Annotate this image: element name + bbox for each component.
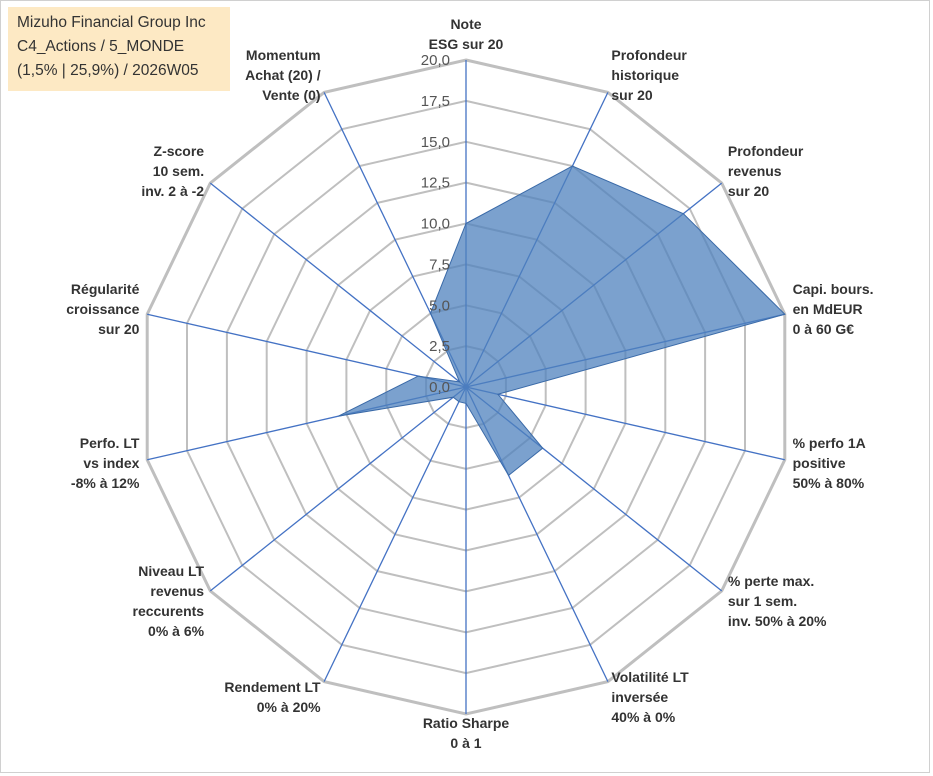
axis-label: vs index: [83, 455, 139, 471]
axis-label: -8% à 12%: [71, 475, 140, 491]
axis-spoke: [465, 386, 785, 461]
axis-label: % perte max.: [728, 573, 814, 589]
axis-label: Régularité: [71, 281, 140, 297]
tick-label: 2,5: [429, 338, 450, 355]
tick-label: 12,5: [421, 175, 450, 192]
axis-label-group: Rendement LT 0% à 20%: [224, 679, 321, 715]
title-line-company: Mizuho Financial Group Inc: [17, 14, 206, 31]
axis-label: en MdEUR: [793, 301, 863, 317]
axis-label-group: Profondeur revenus sur 20: [728, 143, 804, 199]
tick-label: 0,0: [429, 379, 450, 396]
axis-label: historique: [611, 67, 679, 83]
axis-label-group: Ratio Sharpe 0 à 1: [423, 715, 510, 751]
axis-label: sur 1 sem.: [728, 593, 797, 609]
axis-label: 0% à 6%: [148, 623, 205, 639]
axis-spoke: [209, 182, 467, 388]
axis-label-group: Niveau LT revenus reccurents 0% à 6%: [133, 563, 205, 639]
axis-label: sur 20: [98, 321, 139, 337]
axis-label: Perfo. LT: [80, 435, 140, 451]
axis-spoke: [209, 386, 467, 592]
axis-label-group: Perfo. LT vs index -8% à 12%: [71, 435, 140, 491]
axis-label: reccurents: [133, 603, 205, 619]
radar-axis-labels: Note ESG sur 20 Profondeur historique sur 20…: [66, 16, 873, 751]
axis-label: Momentum: [246, 47, 321, 63]
axis-spoke: [147, 313, 467, 388]
radar-tick-labels: 0,0 2,5 5,0 7,5 10,0 12,5 15,0 17,5 20,0: [421, 52, 450, 396]
tick-label: 5,0: [429, 297, 450, 314]
axis-label: Note: [450, 16, 481, 32]
title-box: Mizuho Financial Group Inc C4_Actions / …: [8, 7, 230, 91]
tick-label: 20,0: [421, 52, 450, 69]
tick-label: 17,5: [421, 93, 450, 110]
axis-label-group: Volatilité LT inversée 40% à 0%: [611, 669, 689, 725]
axis-label-group: Note ESG sur 20: [429, 16, 504, 52]
axis-label-group: % perfo 1A positive 50% à 80%: [793, 435, 866, 491]
title-line-period: (1,5% | 25,9%) / 2026W05: [17, 62, 199, 79]
axis-label: Achat (20) /: [245, 67, 321, 83]
axis-label-group: Régularité croissance sur 20: [66, 281, 139, 337]
axis-label: sur 20: [611, 87, 652, 103]
tick-label: 10,0: [421, 216, 450, 233]
axis-label: Profondeur: [728, 143, 804, 159]
series-area: [338, 165, 786, 477]
axis-spoke: [323, 386, 467, 682]
axis-label: ESG sur 20: [429, 36, 504, 52]
axis-label: Niveau LT: [138, 563, 204, 579]
axis-label: inv. 50% à 20%: [728, 613, 827, 629]
axis-label: 50% à 80%: [793, 475, 865, 491]
axis-label: inv. 2 à -2: [141, 183, 204, 199]
axis-label: Profondeur: [611, 47, 687, 63]
tick-label: 15,0: [421, 134, 450, 151]
radar-series: [338, 165, 786, 477]
axis-label: 40% à 0%: [611, 709, 675, 725]
axis-label: sur 20: [728, 183, 769, 199]
axis-label: Volatilité LT: [611, 669, 689, 685]
axis-label: 0 à 60 G€: [793, 321, 855, 337]
axis-label-group: % perte max. sur 1 sem. inv. 50% à 20%: [728, 573, 827, 629]
axis-label-group: Z-score 10 sem. inv. 2 à -2: [141, 143, 204, 199]
title-line-category: C4_Actions / 5_MONDE: [17, 38, 185, 55]
axis-label: Rendement LT: [224, 679, 321, 695]
axis-label: % perfo 1A: [793, 435, 866, 451]
axis-label: Z-score: [154, 143, 205, 159]
axis-label: croissance: [66, 301, 139, 317]
axis-label: Capi. bours.: [793, 281, 874, 297]
axis-label: Vente (0): [262, 87, 320, 103]
axis-label-group: Momentum Achat (20) / Vente (0): [245, 47, 321, 103]
tick-label: 7,5: [429, 256, 450, 273]
axis-label-group: Capi. bours. en MdEUR 0 à 60 G€: [793, 281, 874, 337]
axis-label: inversée: [611, 689, 668, 705]
axis-label: revenus: [728, 163, 782, 179]
axis-label-group: Profondeur historique sur 20: [611, 47, 687, 103]
axis-label: 0% à 20%: [257, 699, 321, 715]
axis-label: 0 à 1: [450, 735, 481, 751]
axis-label: positive: [793, 455, 846, 471]
axis-label: 10 sem.: [153, 163, 204, 179]
axis-label: Ratio Sharpe: [423, 715, 510, 731]
axis-label: revenus: [150, 583, 204, 599]
